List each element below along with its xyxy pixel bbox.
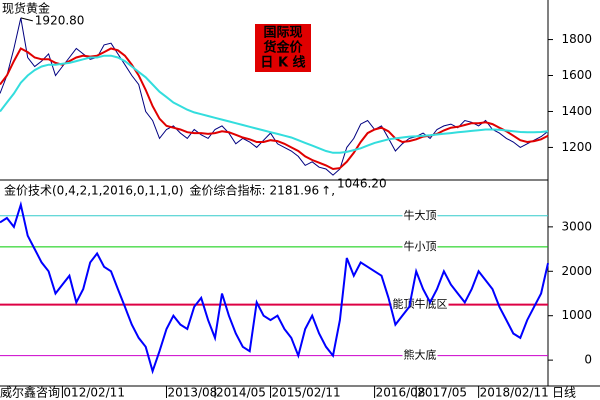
- x-right-label: 日线: [552, 386, 576, 400]
- indicator-suffix: ↑,: [321, 184, 335, 198]
- panel-label: 现货黄金: [2, 1, 50, 16]
- reference-label: 牛大顶: [404, 208, 437, 222]
- chart-title: 国际现: [263, 26, 302, 41]
- series-line: [0, 47, 549, 171]
- reference-label: 能顶牛底区: [393, 297, 448, 311]
- series-line: [0, 54, 549, 154]
- y-tick-label: 3000: [561, 219, 592, 233]
- high-pointer: [20, 17, 33, 22]
- y-tick-label: 2000: [561, 264, 592, 278]
- y-tick-label: 1600: [561, 68, 592, 82]
- low-label: 1046.20: [337, 177, 387, 191]
- x-tick-label: 2013/08: [167, 386, 217, 400]
- reference-label: 牛小顶: [404, 239, 437, 253]
- reference-label: 熊大底: [404, 348, 437, 362]
- y-tick-label: 1200: [561, 140, 592, 154]
- chart-title: 日 K 线: [260, 55, 305, 71]
- x-tick-label: 2016/08: [376, 386, 426, 400]
- y-tick-label: 1800: [561, 32, 592, 46]
- x-tick-label: 2018/02/11: [480, 386, 549, 400]
- x-tick-label: 2015/02/11: [272, 386, 341, 400]
- x-tick-label: 012/02/11: [63, 386, 125, 400]
- label-background: [391, 296, 449, 311]
- label-background: [402, 347, 438, 362]
- y-tick-label: 0: [584, 353, 592, 367]
- indicator-label: 金价综合指标:: [190, 183, 266, 198]
- x-tick-label: 2017/05: [417, 386, 467, 400]
- chart-title: 货金价: [263, 40, 303, 56]
- series-line: [0, 200, 549, 375]
- x-tick-label: 2014/05: [216, 386, 266, 400]
- label-background: [402, 207, 438, 222]
- indicator-value: 2181.96: [270, 184, 320, 198]
- label-background: [402, 238, 438, 253]
- y-tick-label: 1400: [561, 104, 592, 118]
- title-box: [255, 24, 311, 72]
- x-left-label: 威尔鑫咨询: [0, 385, 60, 400]
- y-tick-label: 1000: [561, 308, 592, 322]
- high-label: 1920.80: [35, 13, 85, 27]
- indicator-header: 金价技术(0,4,2,1,2016,0,1,1,0): [4, 183, 184, 198]
